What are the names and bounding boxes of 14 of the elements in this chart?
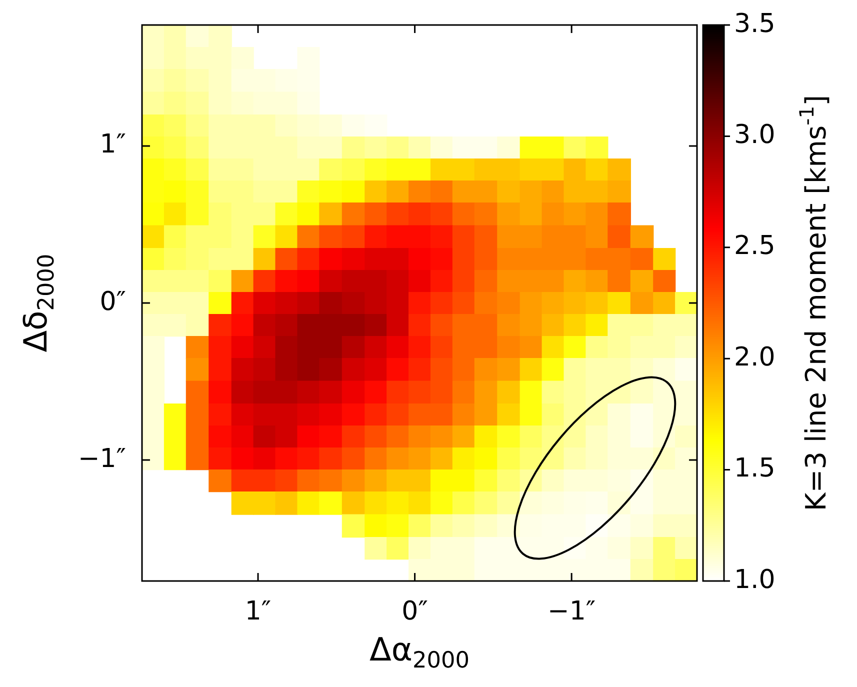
y-axis-title: Δδ2000 (16, 254, 60, 352)
color-bar-label: 1.0 (734, 564, 776, 595)
color-bar-label: 1.5 (734, 454, 776, 484)
x-tick-label: 1″ (244, 596, 272, 626)
color-bar-label: 3.0 (734, 120, 776, 150)
x-tick-label: −1″ (548, 596, 596, 626)
color-bar-label: 2.5 (734, 231, 776, 262)
y-tick-label: 1″ (100, 130, 126, 160)
color-bar-label: 2.0 (734, 342, 776, 372)
color-bar-label: 3.5 (734, 8, 776, 39)
x-tick-label: 0″ (402, 596, 428, 626)
y-tick-label: 0″ (100, 286, 126, 317)
y-tick-label: −1″ (78, 444, 126, 474)
color-bar-title: K=3 line 2nd moment [kms-1] (795, 94, 832, 512)
